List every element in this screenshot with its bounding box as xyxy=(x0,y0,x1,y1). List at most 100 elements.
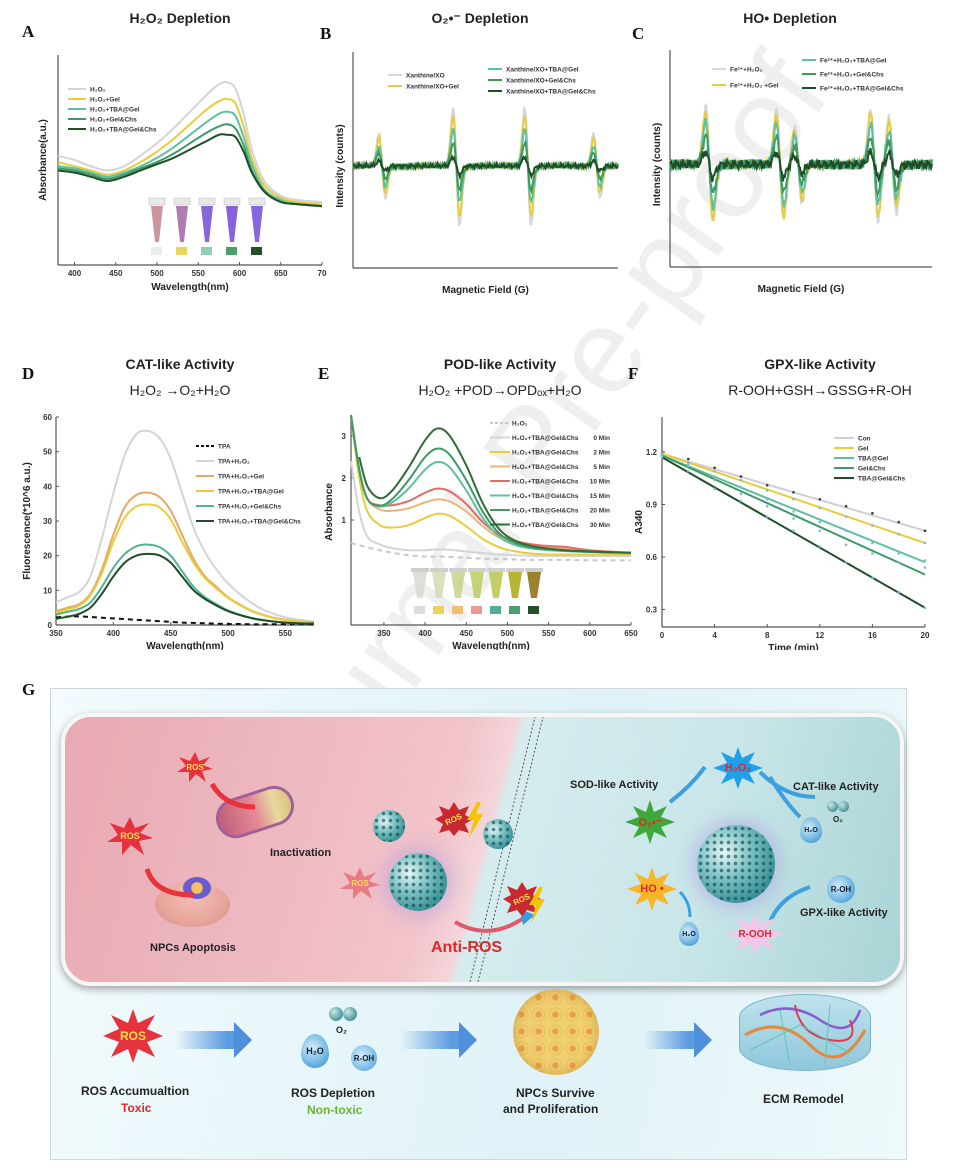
ros-accumulation-subtitle: Toxic xyxy=(121,1101,152,1115)
legend-label: H₂O₂+TBA@Gel&Chs xyxy=(512,435,579,442)
y-tick-label: 30 xyxy=(43,517,52,526)
nanoparticle-icon xyxy=(483,819,513,849)
x-axis-label: Magnetic Field (G) xyxy=(758,284,845,295)
chart-c: Magnetic Field (G) Intensity (counts) Fe²⁺… xyxy=(652,50,933,295)
y-tick-label: 0 xyxy=(48,621,53,630)
npcs-survive-title: NPCs Survive xyxy=(516,1086,595,1100)
x-axis-label: Wavelength(nm) xyxy=(452,641,529,650)
y-tick-label: 40 xyxy=(43,482,52,491)
data-point xyxy=(713,466,716,470)
ros-accumulation-title: ROS Accumualtion xyxy=(81,1084,190,1098)
x-axis-label: Magnetic Field (G) xyxy=(442,285,529,296)
series-line xyxy=(669,111,933,221)
gpx-activity-label: GPX-like Activity xyxy=(800,907,888,919)
data-point xyxy=(792,517,795,520)
data-point xyxy=(844,529,848,533)
panel-letter-b: B xyxy=(320,24,332,43)
legend-label: H₂O₂+Gel&Chs xyxy=(90,117,137,124)
x-tick-label: 500 xyxy=(150,269,164,278)
data-point xyxy=(844,543,848,547)
x-tick-label: 350 xyxy=(49,629,63,638)
x-tick-label: 650 xyxy=(274,269,288,278)
scheme-frame: ROS ROS ROS ROS ROS xyxy=(50,688,907,1160)
sample-tube-icon xyxy=(527,572,541,598)
data-point xyxy=(660,455,664,459)
sample-tube-icon xyxy=(226,206,238,242)
legend-label: Gel&Chs xyxy=(858,466,886,473)
series-line xyxy=(358,427,632,554)
data-point xyxy=(687,464,690,468)
sod-arrow xyxy=(668,765,707,804)
fit-line xyxy=(661,454,926,576)
roh-bubble-icon: R-OH xyxy=(827,875,855,903)
legend-label: TBA@Gel&Chs xyxy=(858,476,906,483)
panel-letter-d: D xyxy=(22,364,35,383)
superoxide-star-icon: O₂•⁻ xyxy=(625,800,675,844)
npcs-proliferation-title: and Proliferation xyxy=(503,1102,599,1116)
chart-a: 400 450 500 550 600 650 70 Wavelength(nm) Absorb… xyxy=(38,55,327,293)
color-swatch xyxy=(176,247,187,255)
legend-label: TPA+H₂O₂ xyxy=(218,459,250,466)
scheme-illustration: ROS ROS ROS ROS ROS xyxy=(50,688,955,1160)
legend-label: TBA@Gel xyxy=(858,456,888,463)
y-axis-label: Absorbance(a.u.) xyxy=(38,119,49,201)
sample-tube-icon xyxy=(432,572,446,598)
color-swatch xyxy=(452,606,463,614)
x-tick-label: 450 xyxy=(109,269,123,278)
color-swatch xyxy=(201,247,212,255)
panel-e: E POD-like Activity H₂O₂ +POD→OPDₒₓ+H₂O … xyxy=(310,340,640,650)
tube-cap-icon xyxy=(487,568,505,572)
legend-label: Fe²⁺+H₂O₂ +Gel xyxy=(730,83,779,90)
series-line xyxy=(57,81,323,203)
data-point xyxy=(687,469,690,473)
anti-ros-arrow xyxy=(454,915,527,933)
legend-label: TPA+H₂O₂+TBA@Gel xyxy=(218,489,284,496)
tube-cap-icon xyxy=(468,568,486,572)
data-point xyxy=(871,511,874,515)
ros-accumulation-star-icon: ROS xyxy=(103,1009,163,1063)
panel-b-title: O₂•⁻ Depletion xyxy=(431,10,529,26)
x-tick-label: 450 xyxy=(164,629,178,638)
color-swatch xyxy=(151,247,162,255)
red-arrow-icon xyxy=(210,782,256,810)
legend-label: H₂O₂ xyxy=(90,87,106,94)
nanoparticle-icon xyxy=(373,810,405,842)
legend-label: H₂O₂+TBA@Gel&Chs xyxy=(512,450,579,457)
lightning-icon xyxy=(467,802,483,838)
x-tick-label: 550 xyxy=(542,629,556,638)
ros-depletion-title: ROS Depletion xyxy=(291,1086,376,1100)
data-point xyxy=(739,475,743,478)
tube-cap-icon xyxy=(411,568,429,572)
panel-d-equation: H₂O₂ →O₂+H₂O xyxy=(129,382,231,398)
tube-cap-icon xyxy=(430,568,448,572)
data-point xyxy=(818,529,822,533)
data-point xyxy=(871,541,874,545)
sample-tube-icon xyxy=(251,206,263,242)
nanoparticle-icon xyxy=(389,853,447,911)
series-line xyxy=(57,98,323,206)
legend-label: H₂O₂+TBA@Gel&Chs xyxy=(512,464,579,471)
x-tick-label: 350 xyxy=(377,629,391,638)
legend-label: TPA+H₂O₂+TBA@Gel&Chs xyxy=(218,519,301,526)
water-drop-icon: H₂O xyxy=(679,922,699,946)
y-tick-label: 0.9 xyxy=(646,501,658,510)
y-tick-label: 60 xyxy=(43,413,52,422)
sample-tube-icon xyxy=(451,572,465,598)
h2o2-star-icon: H₂O₂ xyxy=(713,747,763,789)
data-point xyxy=(897,560,900,564)
data-point xyxy=(687,457,690,461)
data-point xyxy=(739,485,743,489)
legend-label: Fe²⁺+H₂O₂+TBA@Gel xyxy=(820,58,887,65)
legend-minutes: 30 Min xyxy=(590,522,610,529)
sample-tube-icon xyxy=(151,206,163,242)
o2-label: O₂ xyxy=(833,815,843,824)
x-tick-label: 500 xyxy=(221,629,235,638)
color-swatch xyxy=(226,247,237,255)
series-line xyxy=(55,503,315,624)
x-tick-label: 8 xyxy=(765,631,770,640)
data-point xyxy=(923,566,927,569)
tube-cap-icon xyxy=(223,197,241,206)
legend-label: H₂O₂+TBA@Gel&Chs xyxy=(512,522,579,529)
legend-label: Fe²⁺+H₂O₂+Gel&Chs xyxy=(820,72,884,79)
panel-letter-c: C xyxy=(632,24,645,43)
